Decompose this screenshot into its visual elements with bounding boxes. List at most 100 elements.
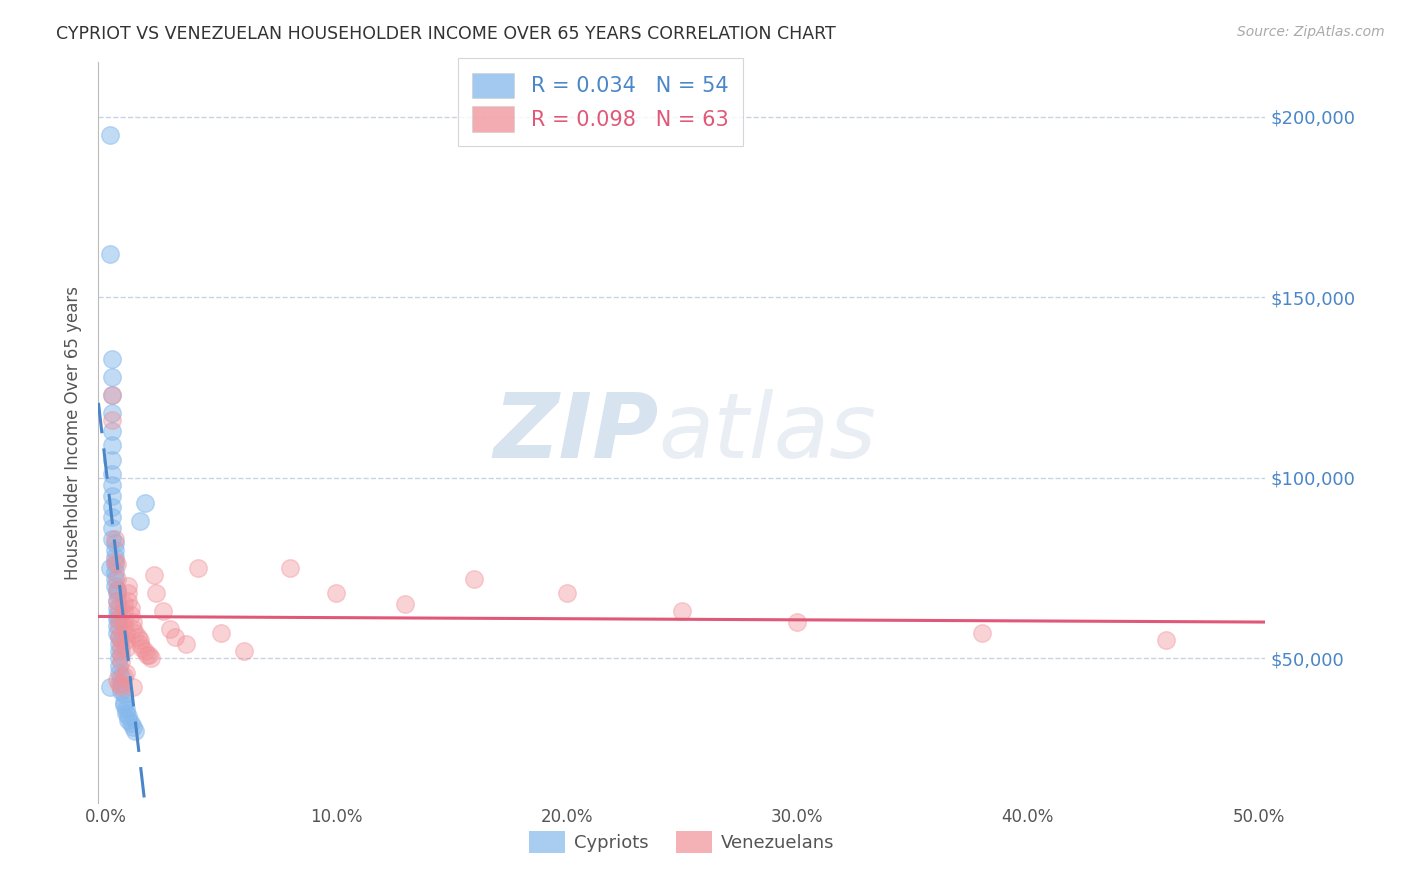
Y-axis label: Householder Income Over 65 years: Householder Income Over 65 years <box>65 285 83 580</box>
Point <box>115 640 138 655</box>
Point <box>671 604 693 618</box>
Point <box>108 637 131 651</box>
Point <box>108 630 131 644</box>
Point <box>108 600 131 615</box>
Point <box>108 665 131 680</box>
Point <box>108 676 131 690</box>
Point <box>122 720 145 734</box>
Point <box>970 626 993 640</box>
Point <box>101 489 124 503</box>
Point <box>110 669 132 683</box>
Point <box>103 565 125 579</box>
Point <box>108 630 131 644</box>
Point <box>152 604 174 618</box>
Point <box>101 452 124 467</box>
Point <box>105 673 128 687</box>
Point <box>103 572 125 586</box>
Point <box>115 626 138 640</box>
Point <box>112 597 135 611</box>
Point <box>108 644 131 658</box>
Point <box>101 467 124 482</box>
Point <box>105 582 128 597</box>
Point <box>131 640 153 655</box>
Point <box>122 680 145 694</box>
Point <box>129 514 152 528</box>
Point <box>134 644 156 658</box>
Point <box>105 612 128 626</box>
Point <box>101 500 124 514</box>
Point <box>124 723 146 738</box>
Point <box>278 561 301 575</box>
Point <box>115 633 138 648</box>
Point <box>117 579 139 593</box>
Point <box>98 561 121 575</box>
Point <box>108 651 131 665</box>
Point <box>129 633 152 648</box>
Point <box>110 633 132 648</box>
Point <box>105 619 128 633</box>
Point <box>786 615 808 630</box>
Point <box>103 535 125 549</box>
Point <box>101 387 124 401</box>
Point <box>117 586 139 600</box>
Point <box>105 582 128 597</box>
Point <box>115 706 138 720</box>
Point <box>101 532 124 546</box>
Point <box>232 644 254 658</box>
Point <box>105 593 128 607</box>
Point <box>134 496 156 510</box>
Point <box>101 387 124 401</box>
Point <box>135 648 157 662</box>
Point <box>105 586 128 600</box>
Point <box>103 543 125 558</box>
Point <box>101 351 124 366</box>
Point <box>163 630 186 644</box>
Point <box>112 619 135 633</box>
Point <box>105 572 128 586</box>
Point <box>98 247 121 261</box>
Point <box>101 478 124 492</box>
Point <box>115 665 138 680</box>
Point <box>103 550 125 565</box>
Legend: Cypriots, Venezuelans: Cypriots, Venezuelans <box>522 824 842 861</box>
Point <box>1154 633 1177 648</box>
Point <box>110 683 132 698</box>
Point <box>112 695 135 709</box>
Point <box>105 600 128 615</box>
Point <box>108 619 131 633</box>
Point <box>110 648 132 662</box>
Point <box>129 637 152 651</box>
Point <box>98 680 121 694</box>
Point <box>103 532 125 546</box>
Text: atlas: atlas <box>658 389 876 476</box>
Text: CYPRIOT VS VENEZUELAN HOUSEHOLDER INCOME OVER 65 YEARS CORRELATION CHART: CYPRIOT VS VENEZUELAN HOUSEHOLDER INCOME… <box>56 25 837 43</box>
Point <box>120 607 142 622</box>
Point <box>117 713 139 727</box>
Point <box>394 597 416 611</box>
Point <box>120 600 142 615</box>
Point <box>101 369 124 384</box>
Point <box>110 680 132 694</box>
Point <box>112 669 135 683</box>
Point <box>112 604 135 618</box>
Point <box>115 702 138 716</box>
Point <box>145 586 167 600</box>
Point <box>555 586 578 600</box>
Text: ZIP: ZIP <box>494 389 658 476</box>
Point <box>120 716 142 731</box>
Point <box>101 424 124 438</box>
Point <box>122 615 145 630</box>
Point <box>174 637 197 651</box>
Point <box>138 648 160 662</box>
Point <box>101 438 124 452</box>
Point <box>108 612 131 626</box>
Point <box>112 612 135 626</box>
Point <box>110 640 132 655</box>
Point <box>101 521 124 535</box>
Point <box>463 572 485 586</box>
Point <box>101 510 124 524</box>
Point <box>209 626 232 640</box>
Point <box>187 561 209 575</box>
Point <box>159 623 181 637</box>
Text: Source: ZipAtlas.com: Source: ZipAtlas.com <box>1237 25 1385 39</box>
